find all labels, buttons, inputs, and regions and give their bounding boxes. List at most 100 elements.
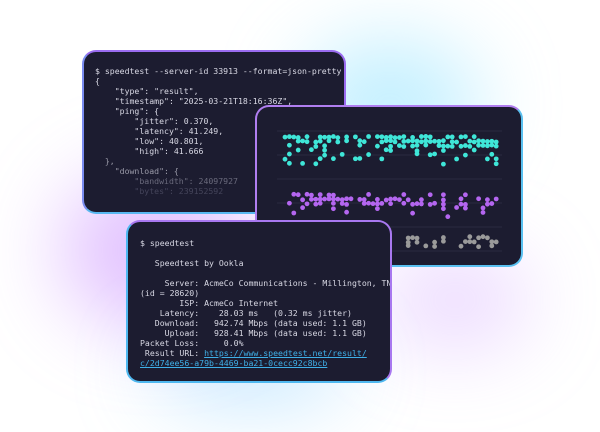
json-line: "jitter": 0.370, bbox=[95, 116, 214, 126]
data-dot bbox=[454, 139, 459, 145]
data-dot bbox=[432, 244, 437, 249]
data-dot bbox=[449, 134, 455, 140]
data-dot bbox=[291, 191, 297, 197]
data-dot bbox=[471, 139, 477, 145]
data-dot bbox=[441, 201, 446, 207]
data-dot bbox=[458, 243, 464, 249]
packet-loss-line: Packet Loss: 0.0% bbox=[140, 338, 244, 348]
json-line: "low": 40.801, bbox=[95, 136, 204, 146]
data-dot bbox=[441, 235, 446, 240]
download-line: Download: 942.74 Mbps (data used: 1.1 GB… bbox=[140, 318, 367, 328]
data-dot bbox=[401, 138, 407, 144]
data-dot bbox=[405, 138, 411, 144]
data-dot bbox=[304, 201, 310, 207]
data-dot bbox=[458, 201, 464, 207]
data-dot bbox=[410, 134, 415, 140]
data-dot bbox=[432, 200, 437, 206]
data-dot bbox=[313, 196, 319, 202]
data-dot bbox=[339, 201, 345, 206]
data-dot bbox=[445, 143, 451, 149]
json-line: "bytes": 239152592 bbox=[95, 186, 224, 196]
data-dot bbox=[331, 196, 336, 202]
data-dot bbox=[353, 134, 358, 140]
data-dot bbox=[383, 135, 389, 140]
data-dot bbox=[317, 196, 323, 202]
json-line: "timestamp": "2025-03-21T18:16:36Z", bbox=[95, 96, 293, 106]
data-dot bbox=[322, 143, 327, 149]
data-dot bbox=[489, 151, 495, 157]
data-dot bbox=[493, 143, 499, 149]
data-dot bbox=[436, 143, 442, 149]
data-dot bbox=[454, 156, 459, 162]
data-dot bbox=[454, 205, 459, 210]
data-dot bbox=[357, 142, 363, 148]
data-dot bbox=[445, 214, 451, 220]
data-dot bbox=[339, 151, 345, 157]
data-dot bbox=[291, 134, 297, 140]
data-dot bbox=[441, 148, 446, 153]
data-dot bbox=[467, 143, 473, 149]
data-dot bbox=[287, 142, 292, 148]
json-output: $ speedtest --server-id 33913 --format=j… bbox=[95, 66, 341, 196]
data-dot bbox=[423, 138, 429, 144]
upload-line: Upload: 928.41 Mbps (data used: 1.1 GB) bbox=[140, 328, 367, 338]
data-dot bbox=[388, 143, 393, 149]
data-dot bbox=[480, 234, 486, 240]
data-dot bbox=[322, 152, 327, 158]
data-dot bbox=[392, 135, 398, 141]
data-dot bbox=[401, 144, 407, 149]
data-dot bbox=[375, 197, 380, 202]
json-line: "download": { bbox=[95, 166, 179, 176]
data-dot bbox=[326, 138, 332, 144]
data-dot bbox=[405, 235, 411, 241]
data-dot bbox=[410, 138, 415, 144]
data-dot bbox=[388, 138, 393, 144]
data-dot bbox=[427, 202, 433, 207]
data-dot bbox=[458, 196, 464, 202]
data-dot bbox=[313, 144, 319, 149]
data-dot bbox=[287, 200, 292, 206]
data-dot bbox=[344, 209, 349, 215]
data-dot bbox=[480, 143, 486, 148]
data-dot bbox=[361, 197, 367, 202]
data-dot bbox=[485, 156, 490, 162]
data-dot bbox=[379, 200, 385, 206]
data-dot bbox=[317, 134, 323, 140]
data-dot bbox=[366, 200, 371, 206]
data-dot bbox=[489, 138, 495, 144]
server-id-line: (id = 28620) bbox=[140, 288, 200, 298]
server-line: Server: AcmeCo Communications - Millingt… bbox=[140, 278, 392, 288]
result-url-link[interactable]: https://www.speedtest.net/result/ bbox=[204, 348, 367, 358]
data-dot bbox=[317, 156, 323, 162]
data-dot bbox=[414, 201, 420, 207]
data-dot bbox=[445, 134, 451, 140]
data-dot bbox=[344, 202, 349, 207]
json-line: "bandwidth": 24097927 bbox=[95, 176, 238, 186]
data-dot bbox=[344, 138, 349, 144]
data-dot bbox=[282, 134, 288, 140]
data-dot bbox=[344, 134, 349, 140]
data-dot bbox=[388, 201, 393, 207]
cli-output: $ speedtest Speedtest by Ookla Server: A… bbox=[140, 238, 392, 368]
data-dot bbox=[295, 138, 301, 144]
data-dot bbox=[467, 234, 473, 240]
data-dot bbox=[335, 139, 341, 145]
data-dot bbox=[476, 244, 481, 250]
data-dot bbox=[476, 138, 481, 144]
data-dot bbox=[309, 147, 314, 153]
data-dot bbox=[441, 206, 446, 212]
data-dot bbox=[458, 143, 464, 149]
data-dot bbox=[489, 142, 495, 148]
data-dot bbox=[313, 139, 319, 145]
data-dot bbox=[366, 152, 371, 157]
data-dot bbox=[458, 134, 464, 140]
data-dot bbox=[414, 235, 420, 241]
data-dot bbox=[287, 134, 292, 140]
data-dot bbox=[485, 139, 490, 144]
result-url-link-cont[interactable]: c/2d74ee56-a79b-4469-ba21-0cecc92c8bcb bbox=[140, 358, 328, 368]
data-dot bbox=[383, 197, 389, 203]
data-dot bbox=[309, 196, 314, 202]
data-dot bbox=[410, 235, 415, 241]
data-dot bbox=[401, 192, 407, 197]
data-dot bbox=[401, 134, 407, 140]
